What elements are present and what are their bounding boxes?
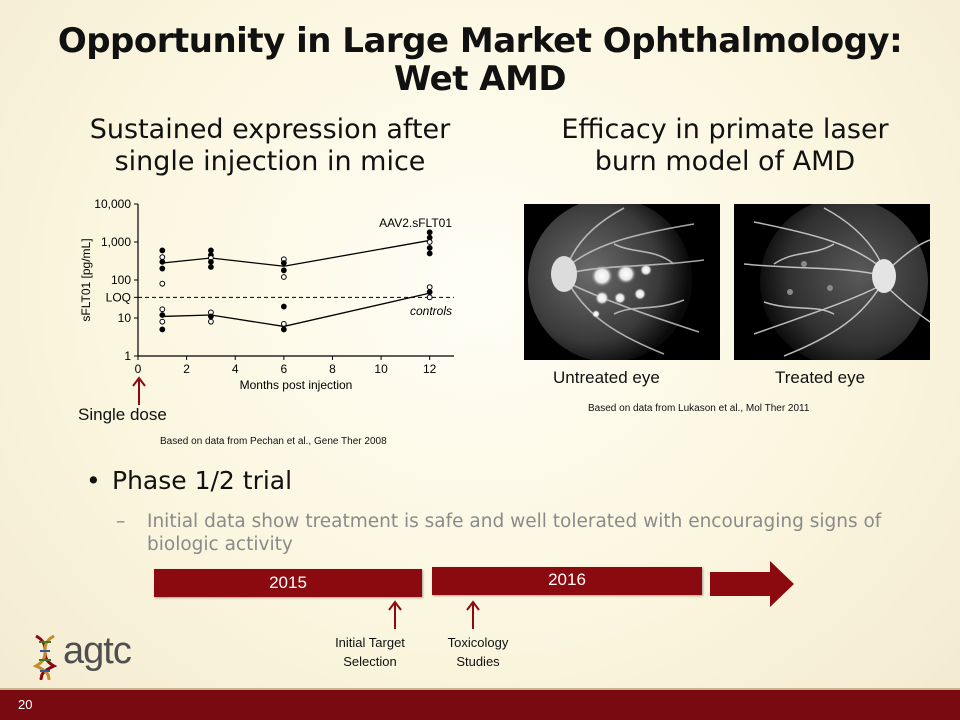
data-point bbox=[208, 313, 214, 320]
toxicology-line-1: Toxicology bbox=[447, 635, 509, 650]
chart-layer: 10,000 1,000 100 LOQ 10 10 2 4 6 8 10 12 AAV2.sFLT01… bbox=[79, 197, 454, 392]
y-tick-label: 1 bbox=[124, 349, 131, 363]
data-point bbox=[159, 312, 166, 318]
slide-number: 20 bbox=[18, 697, 33, 712]
data-point bbox=[159, 280, 166, 287]
data-point bbox=[280, 303, 287, 310]
data-point bbox=[208, 247, 214, 254]
data-point bbox=[208, 264, 214, 270]
untreated-eye-image bbox=[524, 204, 720, 360]
x-axis-label: Months post injection bbox=[240, 378, 353, 392]
left-heading: Sustained expression after single inject… bbox=[70, 114, 470, 178]
treated-eye-caption: Treated eye bbox=[775, 368, 866, 387]
right-citation: Based on data from Lukason et al., Mol T… bbox=[588, 403, 810, 414]
data-point bbox=[159, 254, 166, 261]
toxicology-arrow-icon bbox=[466, 600, 480, 629]
bullet-dot: • bbox=[86, 466, 101, 495]
footer-bar bbox=[0, 690, 960, 720]
x-tick-label: 2 bbox=[183, 362, 190, 376]
controls-annotation: controls bbox=[410, 304, 452, 318]
timeline-bar-2015: 2015 bbox=[154, 569, 422, 597]
x-tick-label: 10 bbox=[374, 362, 388, 376]
subbullet-text: Initial data show treatment is safe and … bbox=[147, 511, 882, 555]
initial-target-line-1: Initial Target bbox=[335, 635, 405, 650]
data-point bbox=[159, 326, 166, 333]
single-dose-arrow-icon bbox=[132, 376, 146, 405]
footer-divider bbox=[0, 688, 960, 690]
data-point bbox=[159, 258, 166, 265]
data-point bbox=[159, 247, 166, 254]
left-citation: Based on data from Pechan et al., Gene T… bbox=[160, 436, 387, 447]
data-point bbox=[426, 250, 433, 257]
toxicology-label: Toxicology Studies bbox=[436, 633, 520, 671]
initial-target-label: Initial Target Selection bbox=[322, 633, 418, 671]
data-point bbox=[159, 318, 166, 325]
title-line-2: Wet AMD bbox=[393, 59, 567, 99]
data-point bbox=[426, 289, 433, 296]
x-tick-label: 4 bbox=[232, 362, 239, 376]
data-point bbox=[426, 294, 433, 301]
data-point bbox=[159, 306, 166, 313]
x-tick-label: 0 bbox=[135, 362, 142, 376]
data-point bbox=[426, 284, 433, 291]
expression-chart: 10,000 1,000 100 LOQ 10 10 2 4 6 8 10 12 AAV2.sFLT01… bbox=[79, 197, 454, 392]
dna-helix-icon bbox=[32, 634, 58, 680]
right-heading: Efficacy in primate laser burn model of … bbox=[520, 114, 930, 178]
data-point bbox=[280, 260, 287, 266]
single-dose-label: Single dose bbox=[78, 405, 167, 424]
x-tick-label: 12 bbox=[423, 362, 437, 376]
y-tick-label: 10 bbox=[118, 311, 132, 325]
data-point bbox=[280, 320, 287, 327]
y-tick-label: LOQ bbox=[106, 290, 131, 304]
series-line bbox=[162, 239, 430, 267]
data-point bbox=[426, 244, 433, 251]
series-line bbox=[162, 292, 430, 328]
y-tick-label: 100 bbox=[111, 273, 131, 287]
company-logo: agtc bbox=[63, 630, 132, 672]
initial-target-arrow-icon bbox=[388, 600, 402, 629]
subbullet-dash: – bbox=[116, 511, 126, 532]
y-tick-label: 10,000 bbox=[94, 197, 131, 211]
treated-eye-image bbox=[734, 204, 930, 360]
data-point bbox=[426, 229, 433, 236]
untreated-eye-caption: Untreated eye bbox=[553, 368, 660, 387]
toxicology-line-2: Studies bbox=[456, 654, 500, 669]
left-heading-line-2: single injection in mice bbox=[114, 146, 426, 177]
y-tick-label: 1,000 bbox=[101, 235, 131, 249]
bullet-text: Phase 1/2 trial bbox=[112, 466, 293, 495]
timeline-bar-2016: 2016 bbox=[432, 567, 702, 595]
data-point bbox=[159, 265, 166, 272]
left-heading-line-1: Sustained expression after bbox=[89, 114, 451, 145]
data-point bbox=[280, 326, 287, 333]
data-point bbox=[208, 258, 214, 265]
data-point bbox=[426, 239, 433, 245]
title-line-1: Opportunity in Large Market Ophthalmolog… bbox=[57, 21, 903, 61]
series-annotation: AAV2.sFLT01 bbox=[379, 216, 452, 230]
y-axis-label: sFLT01 [pg/mL] bbox=[79, 238, 93, 321]
bullet-phase-trial: • Phase 1/2 trial bbox=[86, 466, 292, 496]
initial-target-line-2: Selection bbox=[343, 654, 397, 669]
right-heading-line-1: Efficacy in primate laser bbox=[561, 114, 889, 145]
data-point bbox=[208, 318, 214, 325]
right-heading-line-2: burn model of AMD bbox=[594, 146, 856, 177]
data-point bbox=[280, 267, 287, 274]
slide-title: Opportunity in Large Market Ophthalmolog… bbox=[0, 22, 960, 98]
x-tick-label: 8 bbox=[329, 362, 336, 376]
subbullet-initial-data: – Initial data show treatment is safe an… bbox=[116, 510, 896, 556]
timeline-arrow-icon bbox=[710, 561, 794, 607]
x-tick-label: 6 bbox=[281, 362, 288, 376]
data-point bbox=[280, 274, 287, 280]
